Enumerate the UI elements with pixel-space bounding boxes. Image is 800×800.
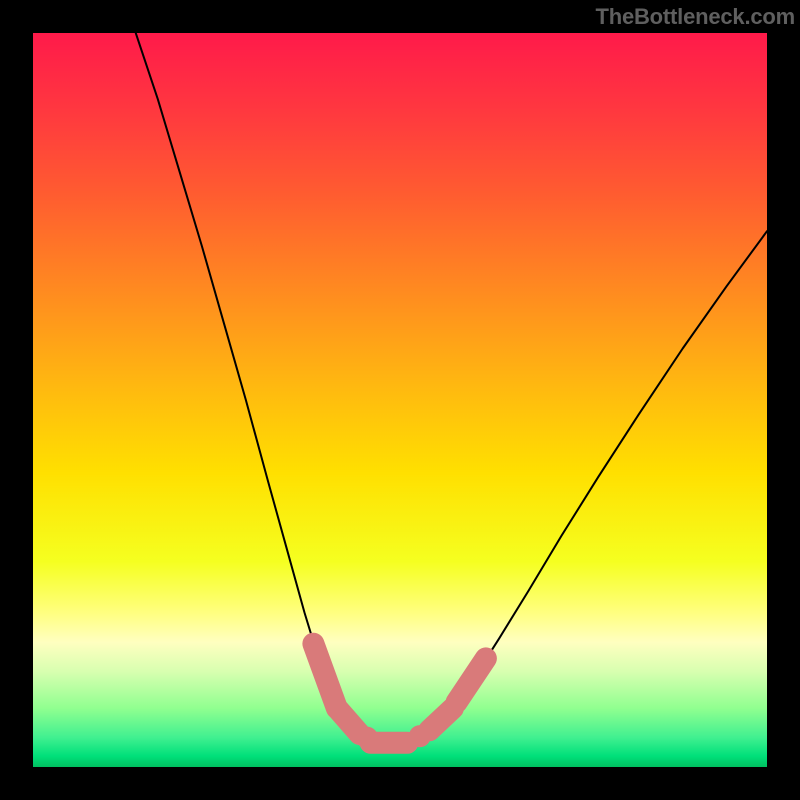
watermark-text: TheBottleneck.com [595,4,795,30]
plot-area [33,33,767,767]
gradient-background [33,33,767,767]
plot-svg [33,33,767,767]
marker-segment [339,710,360,733]
